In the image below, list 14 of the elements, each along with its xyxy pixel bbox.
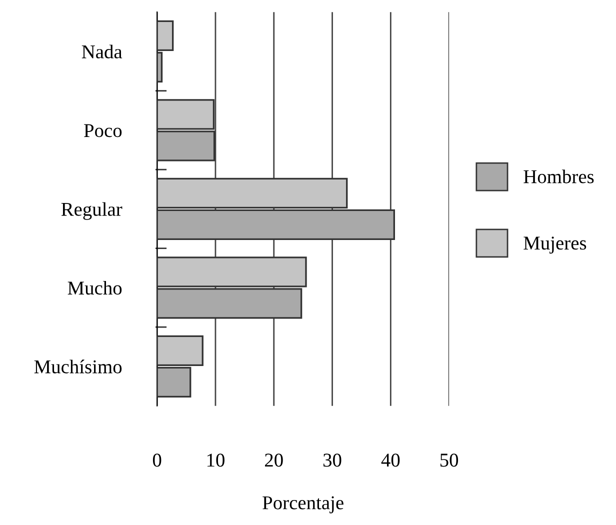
legend-label: Mujeres <box>524 236 586 254</box>
y-tick-label: Nada <box>82 44 122 58</box>
x-tick-label: 10 <box>207 454 224 467</box>
y-tick-label: Muchísimo <box>34 360 122 374</box>
x-tick-label: 30 <box>323 454 342 467</box>
y-tick-label: Regular <box>61 202 122 220</box>
x-tick-label: 0 <box>152 454 162 467</box>
x-axis-title: Porcentaje <box>262 496 344 514</box>
y-tick-label: Mucho <box>68 280 122 295</box>
x-tick-label: 40 <box>381 454 400 467</box>
legend-label: Hombres <box>524 170 594 184</box>
x-tick-label: 50 <box>440 454 458 467</box>
y-tick-label: Poco <box>84 124 122 138</box>
x-tick-label: 20 <box>265 454 283 467</box>
